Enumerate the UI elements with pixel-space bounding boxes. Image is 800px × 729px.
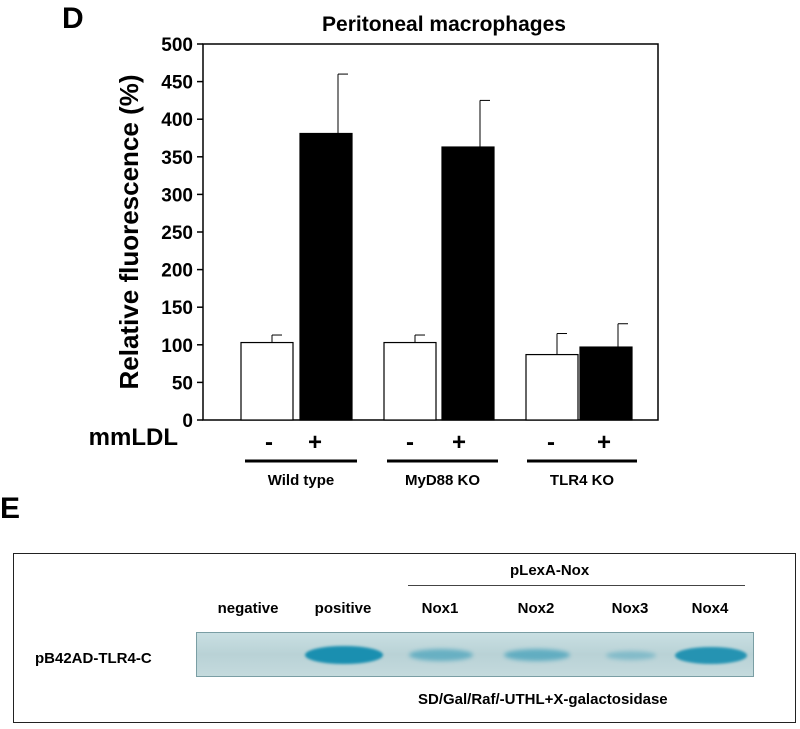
bar-wild-typeminus bbox=[240, 341, 294, 421]
group-label: Wild type bbox=[268, 472, 335, 489]
y-tick-label: 250 bbox=[161, 223, 193, 244]
column-label-nox3: Nox3 bbox=[611, 600, 649, 617]
medium-label: SD/Gal/Raf/-UTHL+X-galactosidase bbox=[418, 691, 668, 708]
y-axis-label: Relative fluorescence (%) bbox=[114, 74, 144, 389]
treatment-sign: - bbox=[406, 429, 414, 456]
column-label-nox2: Nox2 bbox=[517, 600, 555, 617]
column-label-positive: positive bbox=[314, 600, 372, 617]
gel-band-nox1 bbox=[409, 649, 473, 661]
y-axis: 0 50 100 150 200 250 300 350 400 450 500 bbox=[161, 35, 203, 432]
treatment-sign: + bbox=[452, 429, 466, 456]
bar-wild-typeplus bbox=[299, 132, 353, 421]
gel-band-nox2 bbox=[504, 649, 570, 661]
y-tick-label: 400 bbox=[161, 110, 193, 131]
treatment-label: mmLDL bbox=[89, 424, 178, 451]
gel-strip bbox=[196, 632, 754, 677]
row-label: pB42AD-TLR4-C bbox=[35, 650, 152, 667]
y-tick-label: 350 bbox=[161, 148, 193, 169]
y-tick-label: 150 bbox=[161, 298, 193, 319]
column-label-nox1: Nox1 bbox=[421, 600, 459, 617]
treatment-sign: + bbox=[308, 429, 322, 456]
gel-band-positive bbox=[305, 646, 383, 664]
y-tick-label: 0 bbox=[182, 411, 193, 432]
bar-myd88-koplus bbox=[441, 146, 495, 421]
bar-tlr4-koplus bbox=[579, 346, 633, 421]
y-tick-label: 100 bbox=[161, 336, 193, 357]
group-header-line bbox=[408, 585, 745, 586]
treatment-sign: - bbox=[547, 429, 555, 456]
group-header-plexa-nox: pLexA-Nox bbox=[510, 562, 590, 579]
gel-panel bbox=[13, 553, 796, 723]
bar-tlr4-kominus bbox=[525, 353, 579, 421]
column-label-negative: negative bbox=[217, 600, 279, 617]
gel-band-nox3 bbox=[606, 650, 656, 660]
y-tick-label: 300 bbox=[161, 185, 193, 206]
column-label-nox4: Nox4 bbox=[691, 600, 729, 617]
y-tick-label: 200 bbox=[161, 261, 193, 282]
panel-letter-d: D bbox=[62, 2, 84, 35]
bar-chart: Peritoneal macrophages Relative fluoresc… bbox=[89, 13, 659, 489]
y-tick-label: 450 bbox=[161, 73, 193, 94]
y-tick-label: 500 bbox=[161, 35, 193, 56]
gel-band-nox4 bbox=[675, 646, 747, 664]
treatment-sign: + bbox=[597, 429, 611, 456]
y-tick-label: 50 bbox=[172, 373, 193, 394]
group-label: MyD88 KO bbox=[405, 472, 480, 489]
treatment-sign: - bbox=[265, 429, 273, 456]
bars-group bbox=[240, 73, 633, 421]
group-label: TLR4 KO bbox=[550, 472, 615, 489]
chart-title: Peritoneal macrophages bbox=[322, 13, 566, 36]
group-labels: Wild type MyD88 KO TLR4 KO bbox=[245, 459, 637, 489]
treatment-signs: - + - + - + bbox=[265, 429, 611, 456]
panel-letter-e: E bbox=[0, 492, 21, 525]
bar-myd88-kominus bbox=[383, 341, 437, 421]
